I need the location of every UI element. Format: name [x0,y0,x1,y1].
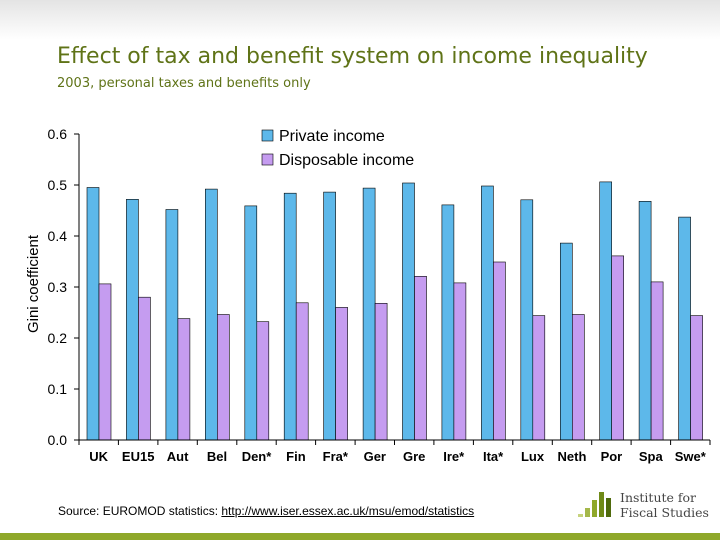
bar-gre-private [402,182,415,441]
y-axis-label: Gini coefficient [25,234,42,333]
bar-bel-private [205,188,218,441]
legend-label-private: Private income [279,128,385,145]
y-tick-label: 0.3 [48,279,68,295]
x-tick-label: Ger [364,449,386,464]
bar-spa-private [638,201,652,441]
bar-spa-disposable [650,281,664,441]
x-tick-label: Fin [286,449,306,464]
y-tick-label: 0.0 [48,432,68,448]
source-note: Source: EUROMOD statistics: http://www.i… [58,504,474,518]
x-tick-label: Lux [521,449,545,464]
x-tick-label: Swe* [675,449,707,464]
source-link[interactable]: http://www.iser.essex.ac.uk/msu/emod/sta… [221,504,475,518]
x-tick-label: Por [601,449,623,464]
bar-neth-private [559,242,573,441]
x-tick-label: Spa [639,449,664,464]
bar-swe-disposable [690,315,703,441]
y-tick-label: 0.6 [48,126,68,142]
logo-bars-icon [578,492,611,517]
legend-swatch-disposable [261,153,274,166]
bar-fra-private [323,191,336,441]
logo-line-1: Institute for [620,490,697,505]
slide-subtitle: 2003, personal taxes and benefits only [57,76,311,91]
bottom-band [0,533,720,540]
bar-ire-private [441,204,455,441]
y-tick-label: 0.1 [48,381,68,397]
x-tick-label: Neth [558,449,587,464]
bar-bel-disposable [217,314,230,441]
x-tick-label: Bel [207,449,227,464]
bar-neth-disposable [571,314,585,441]
bar-gre-disposable [414,275,427,441]
bar-ita-disposable [493,261,506,441]
axes-group: UK EU15 Aut Bel Den* Fin Fra* Ger Gre Ire* Ita* Lux… [48,126,711,464]
logo-text: Institute for Fiscal Studies [620,490,709,520]
y-tick-label: 0.2 [48,330,68,346]
bar-den-private [244,205,258,441]
x-tick-label: Gre [403,449,425,464]
bar-ita-private [481,185,494,441]
bar-fin-private [283,192,297,441]
bar-ger-private [362,187,376,441]
x-tick-label: UK [89,449,108,464]
bar-por-disposable [611,255,625,441]
bars-group [86,181,703,441]
bar-ger-disposable [374,302,388,441]
x-tick-label: Den* [242,449,273,464]
bar-ire-disposable [453,282,467,441]
x-tick-label: EU15 [122,449,155,464]
bar-lux-private [520,199,534,441]
bar-aut-disposable [177,318,191,441]
bar-por-private [599,181,613,441]
x-tick-label: Fra* [323,449,349,464]
y-tick-label: 0.4 [48,228,68,244]
bar-lux-disposable [532,315,546,441]
logo-line-2: Fiscal Studies [620,505,709,520]
x-tick-label: Ire* [443,449,465,464]
y-tick-label: 0.5 [48,177,68,193]
bar-uk-private [86,187,100,441]
bar-eu15-private [126,199,139,441]
x-tick-label: Ita* [483,449,504,464]
slide-title: Effect of tax and benefit system on inco… [57,44,648,69]
legend: Private income Disposable income [261,128,414,169]
bar-den-disposable [256,321,270,441]
legend-label-disposable: Disposable income [279,152,414,169]
bar-uk-disposable [98,283,112,441]
ifs-logo: Institute for Fiscal Studies [578,488,718,524]
x-tick-label: Aut [167,449,189,464]
bar-swe-private [678,216,691,441]
bar-eu15-disposable [138,296,151,441]
bar-fra-disposable [335,307,348,441]
bar-aut-private [165,209,179,441]
legend-swatch-private [261,129,274,142]
source-prefix: Source: EUROMOD statistics: [58,504,222,518]
bar-fin-disposable [295,302,309,441]
top-band [0,0,720,40]
